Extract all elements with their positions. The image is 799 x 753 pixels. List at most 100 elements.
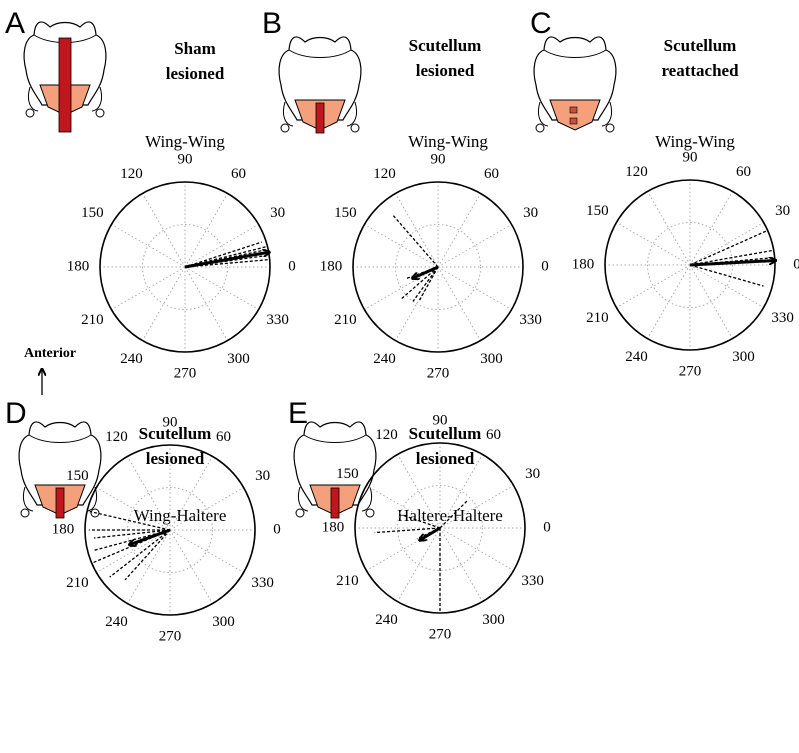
lesion [569, 117, 578, 125]
angle-tick-label: 270 [427, 365, 450, 381]
angle-tick-label: 210 [586, 310, 609, 326]
trial-vector [400, 266, 439, 300]
panel-letter: B [262, 7, 282, 40]
grid-spoke [647, 191, 691, 266]
mean-vector [689, 261, 775, 267]
grid-circle [395, 224, 481, 310]
trial-vector [93, 529, 171, 539]
outer-circle [354, 442, 526, 614]
grid-spoke [364, 224, 439, 268]
lesion [569, 106, 578, 114]
angle-tick-label: 210 [66, 575, 89, 591]
angle-tick-label: 30 [523, 205, 538, 221]
angle-tick-label: 150 [336, 466, 359, 482]
grid-spoke [395, 193, 439, 268]
angle-tick-label: 270 [174, 365, 197, 381]
panel-title: reattached [661, 61, 739, 80]
mean-vector [130, 528, 171, 545]
angle-tick-label: 90 [431, 151, 446, 167]
panel-title: Scutellum [664, 36, 737, 55]
trial-vector [439, 499, 469, 529]
grid-spoke [616, 264, 691, 308]
grid-circle [397, 485, 483, 571]
angle-tick-label: 0 [273, 521, 281, 537]
angle-tick-label: 240 [120, 351, 143, 367]
lesion [330, 487, 340, 519]
angle-tick-label: 180 [52, 521, 75, 537]
angle-tick-label: 300 [227, 351, 250, 367]
angle-tick-label: 90 [683, 149, 698, 165]
mean-vector [420, 526, 441, 540]
trial-vector [184, 245, 268, 268]
grid-spoke [169, 529, 244, 573]
panel-title: Scutellum [409, 36, 482, 55]
angle-tick-label: 90 [433, 412, 448, 428]
plot-subtitle: Haltere-Haltere [397, 506, 503, 525]
angle-tick-label: 30 [255, 468, 270, 484]
mean-vector [413, 265, 439, 278]
plot-subtitle: Wing-Wing [145, 132, 225, 151]
angle-tick-label: 240 [105, 614, 128, 630]
panel-title: Scutellum [409, 424, 482, 443]
angle-tick-label: 240 [373, 351, 396, 367]
trial-vector [689, 249, 773, 266]
angle-tick-label: 120 [105, 429, 128, 445]
trial-vector [392, 215, 439, 268]
panel-title: lesioned [146, 449, 205, 468]
grid-circle [142, 224, 228, 310]
angle-tick-label: 300 [732, 349, 755, 365]
grid-spoke [689, 264, 764, 308]
angle-tick-label: 180 [572, 256, 595, 272]
trial-vector [109, 529, 171, 578]
angle-tick-label: 150 [81, 205, 104, 221]
trial-vector [412, 266, 439, 302]
angle-tick-label: 60 [231, 166, 246, 182]
trial-vector [402, 514, 441, 529]
panel-title: Scutellum [139, 424, 212, 443]
angle-tick-label: 240 [625, 349, 648, 365]
angle-tick-label: 30 [775, 203, 790, 219]
angle-tick-label: 60 [216, 429, 231, 445]
angle-tick-label: 330 [251, 575, 274, 591]
lesion [315, 102, 325, 134]
trial-vector [184, 258, 270, 268]
angle-tick-label: 330 [519, 312, 542, 328]
trial-vector [94, 529, 171, 551]
angle-tick-label: 240 [375, 612, 398, 628]
outer-circle [352, 181, 524, 353]
angle-tick-label: 180 [322, 519, 345, 535]
trial-vector [689, 264, 764, 287]
angle-tick-label: 210 [81, 312, 104, 328]
angle-tick-label: 30 [270, 205, 285, 221]
panel-letter: C [530, 7, 552, 40]
angle-tick-label: 150 [334, 205, 357, 221]
trial-vector [124, 529, 171, 581]
angle-tick-label: 150 [586, 203, 609, 219]
angle-tick-label: 0 [793, 256, 799, 272]
angle-tick-label: 120 [373, 166, 396, 182]
grid-spoke [111, 266, 186, 310]
angle-tick-label: 300 [212, 614, 235, 630]
angle-tick-label: 90 [178, 151, 193, 167]
grid-spoke [184, 193, 228, 268]
angle-tick-label: 60 [486, 427, 501, 443]
grid-spoke [111, 224, 186, 268]
trial-vector [689, 229, 768, 266]
panel-letter: E [288, 397, 308, 430]
grid-spoke [142, 193, 186, 268]
grid-spoke [616, 222, 691, 266]
anterior-label: Anterior [24, 346, 76, 361]
angle-tick-label: 0 [288, 258, 296, 274]
outer-circle [84, 444, 256, 616]
angle-tick-label: 330 [771, 310, 794, 326]
mean-vector [184, 252, 269, 269]
grid-spoke [437, 266, 512, 310]
angle-tick-label: 210 [334, 312, 357, 328]
angle-tick-label: 0 [541, 258, 549, 274]
trial-vector [184, 241, 262, 268]
angle-tick-label: 30 [525, 466, 540, 482]
grid-spoke [184, 266, 259, 310]
angle-tick-label: 120 [625, 164, 648, 180]
plot-subtitle: Wing-Wing [408, 132, 488, 151]
